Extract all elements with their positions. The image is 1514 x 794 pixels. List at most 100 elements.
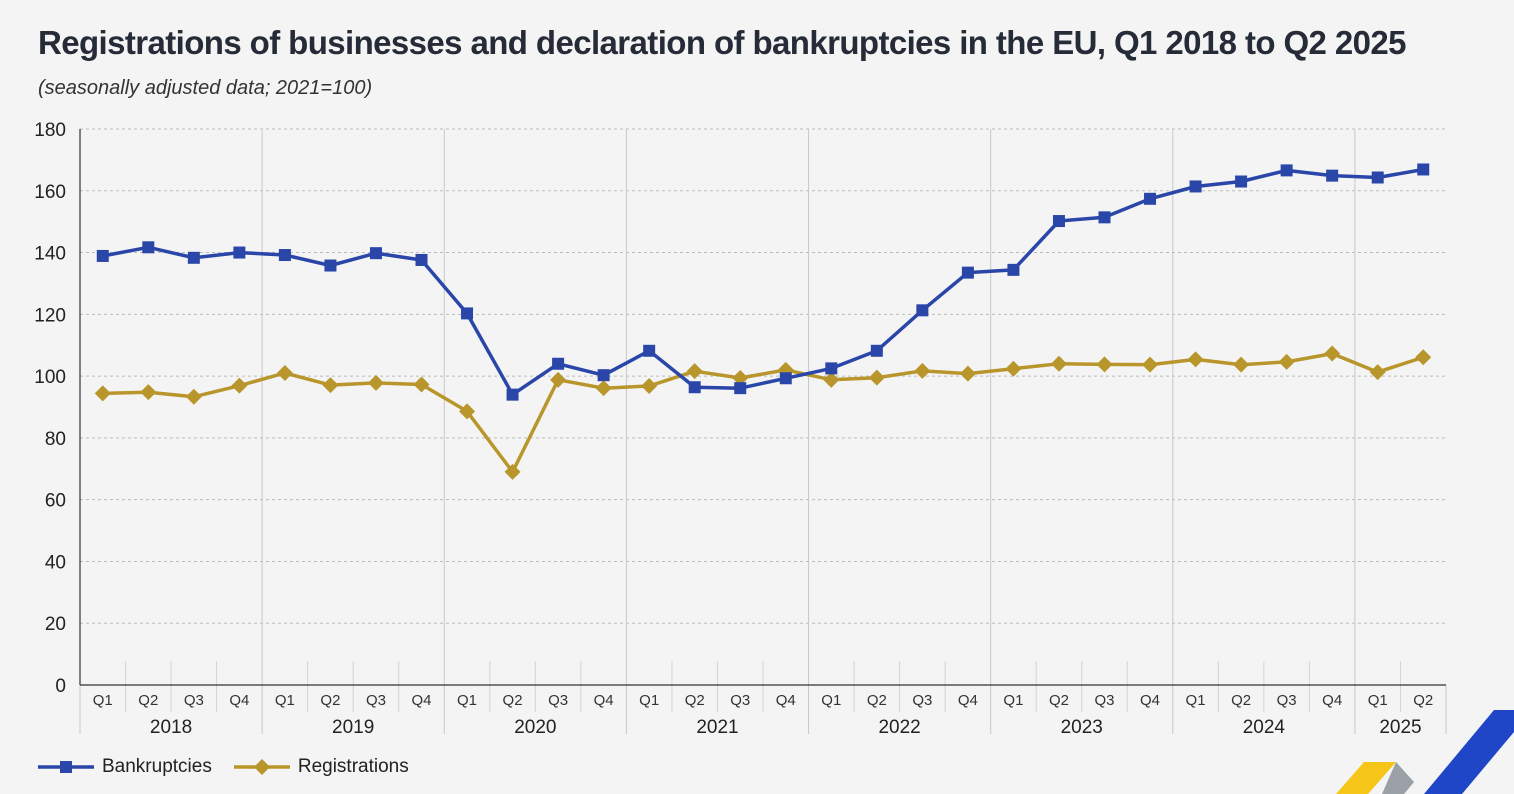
data-point-registrations [1278, 353, 1295, 370]
data-point-registrations [1233, 356, 1250, 373]
data-point-registrations [367, 374, 384, 391]
data-point-bankruptcies [1189, 180, 1202, 193]
data-point-registrations [1324, 345, 1341, 362]
data-point-registrations [185, 388, 202, 405]
data-point-registrations [868, 369, 885, 386]
logo-grey-shape [1382, 762, 1414, 794]
data-point-bankruptcies [916, 304, 929, 317]
x-tick-label-quarter: Q3 [1277, 692, 1297, 709]
data-point-bankruptcies [1144, 192, 1157, 205]
logo-blue-shape [1424, 710, 1514, 794]
data-point-bankruptcies [1280, 164, 1293, 177]
x-tick-label-quarter: Q2 [867, 692, 887, 709]
x-tick-label-quarter: Q4 [1322, 692, 1342, 709]
data-point-registrations [959, 365, 976, 382]
x-tick-label-quarter: Q2 [138, 692, 158, 709]
x-tick-label-quarter: Q1 [1186, 692, 1206, 709]
series-line-bankruptcies [102, 167, 1424, 397]
data-point-bankruptcies [552, 357, 565, 370]
data-point-registrations [1415, 349, 1432, 366]
data-point-bankruptcies [643, 344, 656, 357]
data-point-bankruptcies [187, 251, 200, 264]
data-point-bankruptcies [1007, 263, 1020, 276]
data-point-registrations [231, 377, 248, 394]
x-tick-label-quarter: Q2 [1231, 692, 1251, 709]
x-tick-label-quarter: Q2 [1413, 692, 1433, 709]
x-tick-label-quarter: Q1 [1003, 692, 1023, 709]
x-tick-label-year: 2021 [696, 717, 738, 738]
y-tick-label: 100 [34, 367, 66, 388]
x-tick-label-year: 2018 [150, 717, 192, 738]
chart-title: Registrations of businesses and declarat… [38, 24, 1406, 61]
data-point-bankruptcies [870, 344, 883, 357]
data-point-bankruptcies [461, 307, 474, 320]
data-point-bankruptcies [961, 266, 974, 279]
x-tick-label-quarter: Q4 [594, 692, 614, 709]
data-point-bankruptcies [324, 259, 337, 272]
data-point-registrations [1005, 360, 1022, 377]
x-tick-label-quarter: Q1 [821, 692, 841, 709]
data-point-bankruptcies [142, 241, 155, 254]
x-tick-label-quarter: Q1 [93, 692, 113, 709]
data-point-registrations [459, 403, 476, 420]
data-point-bankruptcies [415, 253, 428, 266]
x-tick-label-year: 2020 [514, 717, 556, 738]
x-tick-label-quarter: Q2 [1049, 692, 1069, 709]
x-tick-label-year: 2024 [1243, 717, 1286, 738]
logo-yellow-shape [1336, 762, 1396, 794]
x-tick-label-quarter: Q1 [275, 692, 295, 709]
data-point-registrations [1050, 355, 1067, 372]
data-point-registrations [1187, 351, 1204, 368]
data-point-registrations [322, 377, 339, 394]
y-tick-label: 160 [34, 182, 66, 203]
y-tick-label: 120 [34, 305, 66, 326]
data-point-registrations [504, 463, 521, 480]
x-tick-label-year: 2022 [878, 717, 920, 738]
x-tick-label-quarter: Q3 [366, 692, 386, 709]
data-point-bankruptcies [96, 249, 109, 262]
data-point-registrations [1096, 356, 1113, 373]
x-tick-label-quarter: Q3 [548, 692, 568, 709]
legend-item-registrations[interactable]: Registrations [233, 756, 409, 778]
x-tick-label-quarter: Q1 [1368, 692, 1388, 709]
x-tick-label-quarter: Q3 [184, 692, 204, 709]
data-point-bankruptcies [369, 247, 382, 260]
x-tick-label-quarter: Q3 [912, 692, 932, 709]
data-point-bankruptcies [506, 388, 519, 401]
data-point-registrations [413, 376, 430, 393]
x-tick-label-quarter: Q2 [320, 692, 340, 709]
data-point-bankruptcies [1326, 169, 1339, 182]
x-tick-label-quarter: Q1 [639, 692, 659, 709]
data-point-bankruptcies [597, 369, 610, 382]
x-tick-label-quarter: Q4 [776, 692, 796, 709]
x-tick-label-quarter: Q4 [229, 692, 249, 709]
x-tick-label-quarter: Q3 [1094, 692, 1114, 709]
legend: Bankruptcies Registrations [38, 756, 409, 778]
series-line-registrations [102, 351, 1424, 474]
grid-layer [79, 128, 1447, 734]
x-tick-label-year: 2023 [1061, 717, 1103, 738]
y-tick-label: 80 [45, 429, 66, 450]
data-point-registrations [276, 365, 293, 382]
data-point-bankruptcies [1098, 211, 1111, 224]
x-tick-label-quarter: Q4 [411, 692, 431, 709]
y-tick-label: 60 [45, 491, 66, 512]
legend-swatch-bankruptcies [38, 761, 94, 773]
chart-subtitle: (seasonally adjusted data; 2021=100) [38, 77, 373, 99]
data-point-registrations [1369, 364, 1386, 381]
data-point-registrations [823, 371, 840, 388]
series-layer [94, 163, 1432, 480]
legend-label-bankruptcies: Bankruptcies [102, 756, 212, 777]
data-point-registrations [641, 377, 658, 394]
x-tick-label-year: 2025 [1379, 717, 1421, 738]
x-tick-label-quarter: Q3 [730, 692, 750, 709]
legend-item-bankruptcies[interactable]: Bankruptcies [38, 756, 212, 778]
y-tick-label: 20 [45, 614, 66, 635]
x-tick-label-quarter: Q4 [1140, 692, 1160, 709]
data-point-registrations [550, 371, 567, 388]
y-tick-label: 0 [55, 676, 66, 697]
data-point-bankruptcies [734, 382, 747, 395]
y-tick-label: 180 [34, 120, 66, 141]
legend-swatch-registrations [233, 759, 290, 775]
